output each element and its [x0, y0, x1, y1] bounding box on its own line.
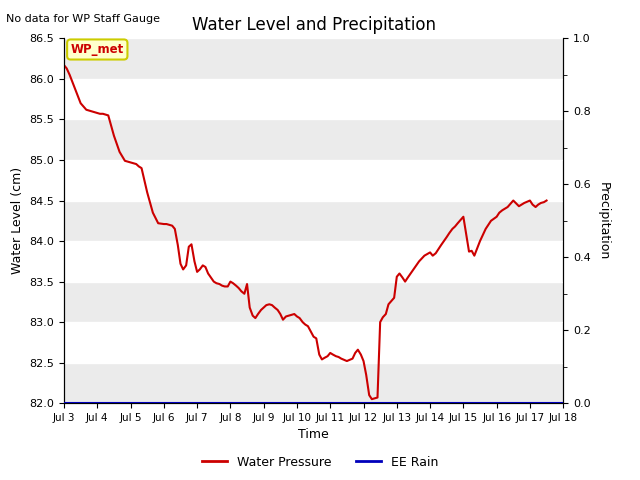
Title: Water Level and Precipitation: Water Level and Precipitation — [191, 16, 436, 34]
Bar — [64, 282, 563, 322]
X-axis label: Time: Time — [298, 429, 329, 442]
Bar — [64, 363, 563, 403]
Bar — [64, 120, 563, 160]
Y-axis label: Precipitation: Precipitation — [597, 181, 610, 260]
Y-axis label: Water Level (cm): Water Level (cm) — [11, 167, 24, 275]
Bar — [64, 201, 563, 241]
Bar — [64, 38, 563, 79]
Text: No data for WP Staff Gauge: No data for WP Staff Gauge — [6, 14, 161, 24]
Legend: Water Pressure, EE Rain: Water Pressure, EE Rain — [196, 451, 444, 474]
Text: WP_met: WP_met — [70, 43, 124, 56]
